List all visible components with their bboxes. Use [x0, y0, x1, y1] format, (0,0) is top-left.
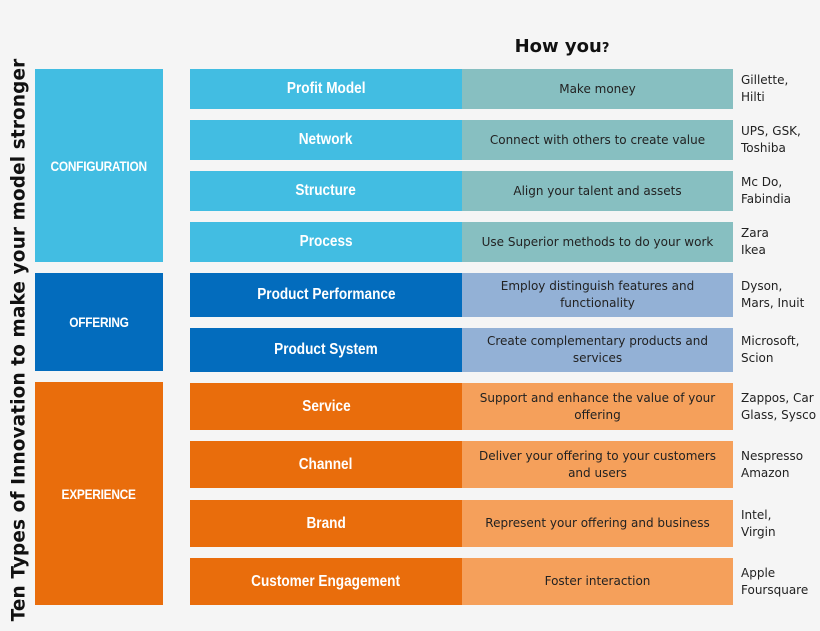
innovation-type-name: Profit Model [190, 69, 462, 109]
innovation-type-name-text: Product System [274, 341, 378, 358]
innovation-type-name: Product System [190, 328, 462, 372]
innovation-type-name-text: Service [301, 397, 351, 415]
innovation-type-name: Service [190, 383, 462, 430]
innovation-type-name: Customer Engagement [190, 558, 462, 605]
innovation-type-description: Use Superior methods to do your work [462, 222, 733, 262]
innovation-type-name-text: Network [299, 131, 353, 148]
innovation-type-examples: Gillette, Hilti [741, 73, 789, 104]
innovation-type-examples: Mc Do, Fabindia [741, 175, 792, 206]
innovation-type-name-text: Channel [299, 455, 353, 473]
innovation-type-examples: Zappos, Car Glass, Sysco [741, 390, 817, 422]
innovation-type-examples: Microsoft, Scion [741, 334, 800, 365]
innovation-type-name-text: Product Performance [256, 286, 396, 303]
innovation-type-description: Align your talent and assets [462, 171, 733, 211]
innovation-type-examples: Apple Foursquare [741, 565, 809, 597]
innovation-type-row: Profit Model Make money [190, 69, 733, 109]
innovation-type-row: Product Performance Employ distinguish fe… [190, 273, 733, 317]
how-you-header-suffix: ? [601, 41, 610, 56]
innovation-type-examples: Nespresso Amazon [741, 448, 804, 480]
innovation-type-description: Deliver your offering to your customers … [462, 441, 733, 488]
category-offering: OFFERING [35, 273, 163, 371]
innovation-type-description: Support and enhance the value of your of… [462, 383, 733, 430]
innovation-type-name-text: Customer Engagement [251, 572, 401, 590]
innovation-type-examples: Intel, Virgin [741, 507, 776, 539]
innovation-type-row: Network Connect with others to create val… [190, 120, 733, 160]
innovation-type-name-text: Profit Model [286, 80, 366, 97]
innovation-type-name-text: Brand [306, 514, 346, 532]
innovation-type-name: Network [190, 120, 462, 160]
innovation-type-name: Channel [190, 441, 462, 488]
category-label: OFFERING [69, 314, 129, 330]
category-label: EXPERIENCE [61, 485, 137, 502]
innovation-type-examples: Zara Ikea [741, 226, 769, 257]
innovation-type-row: Process Use Superior methods to do your w… [190, 222, 733, 262]
innovation-type-name-text: Structure [295, 182, 357, 199]
category-configuration: CONFIGURATION [35, 69, 163, 262]
innovation-type-row: Service Support and enhance the value of … [190, 383, 733, 430]
innovation-type-description: Employ distinguish features and function… [462, 273, 733, 317]
innovation-type-name: Process [190, 222, 462, 262]
how-you-header-text: How you [514, 36, 602, 57]
innovation-type-description: Make money [462, 69, 733, 109]
innovation-type-row: Structure Align your talent and assets [190, 171, 733, 211]
innovation-type-description: Create complementary products and servic… [462, 328, 733, 372]
innovation-type-description: Represent your offering and business [462, 500, 733, 547]
innovation-type-name: Structure [190, 171, 462, 211]
category-experience: EXPERIENCE [35, 382, 163, 605]
innovation-type-examples: UPS, GSK, Toshiba [741, 124, 801, 155]
how-you-header: How you? [462, 36, 662, 57]
innovation-type-description: Foster interaction [462, 558, 733, 605]
innovation-type-name: Brand [190, 500, 462, 547]
category-label: CONFIGURATION [50, 157, 148, 174]
innovation-type-examples: Dyson, Mars, Inuit [741, 279, 805, 310]
innovation-type-row: Customer Engagement Foster interaction [190, 558, 733, 605]
innovation-type-row: Brand Represent your offering and busines… [190, 500, 733, 547]
innovation-type-row: Product System Create complementary produ… [190, 328, 733, 372]
innovation-type-description: Connect with others to create value [462, 120, 733, 160]
innovation-type-name: Product Performance [190, 273, 462, 317]
diagram-title-text: Ten Types of Innovation to make your mod… [8, 58, 30, 622]
innovation-type-name-text: Process [299, 233, 353, 250]
diagram-title: Ten Types of Innovation to make your mod… [4, 0, 34, 631]
innovation-type-row: Channel Deliver your offering to your cus… [190, 441, 733, 488]
